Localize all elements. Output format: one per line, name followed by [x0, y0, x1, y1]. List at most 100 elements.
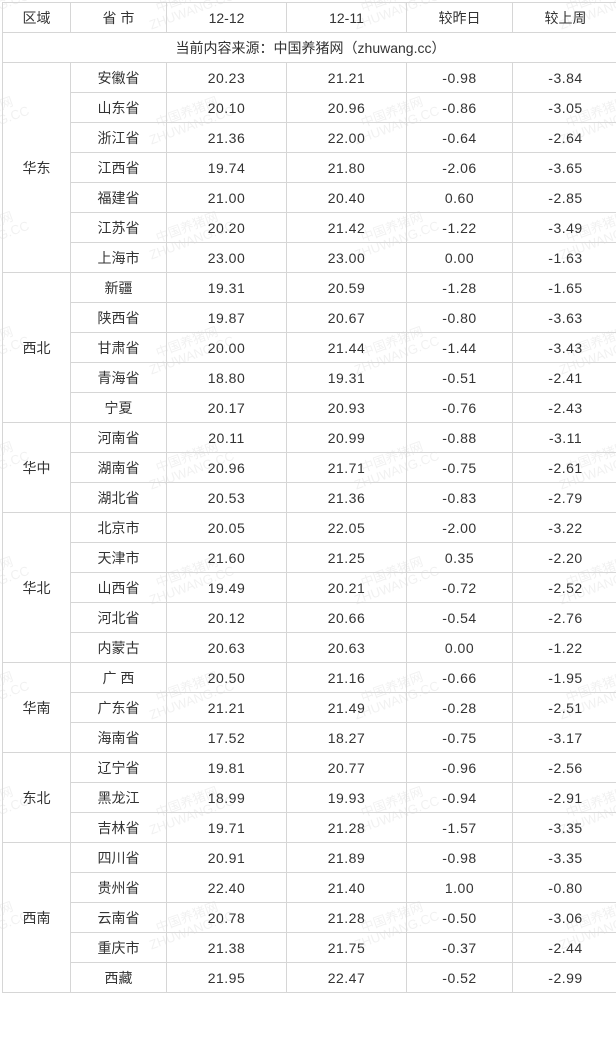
province-cell: 上海市 [71, 243, 167, 273]
value-d2-cell: 21.28 [287, 813, 407, 843]
delta-day-cell: -0.52 [407, 963, 513, 993]
delta-day-cell: -1.57 [407, 813, 513, 843]
value-d1-cell: 20.78 [167, 903, 287, 933]
value-d2-cell: 21.25 [287, 543, 407, 573]
delta-week-cell: -2.44 [513, 933, 616, 963]
col-header-vs-lastweek: 较上周 [513, 3, 616, 33]
value-d1-cell: 21.00 [167, 183, 287, 213]
value-d1-cell: 20.05 [167, 513, 287, 543]
delta-day-cell: 0.00 [407, 633, 513, 663]
value-d1-cell: 19.71 [167, 813, 287, 843]
value-d1-cell: 20.00 [167, 333, 287, 363]
value-d2-cell: 20.77 [287, 753, 407, 783]
province-cell: 海南省 [71, 723, 167, 753]
region-cell: 华南 [3, 663, 71, 753]
value-d1-cell: 20.91 [167, 843, 287, 873]
value-d1-cell: 20.10 [167, 93, 287, 123]
province-cell: 河南省 [71, 423, 167, 453]
source-row: 当前内容来源：中国养猪网（zhuwang.cc） [3, 33, 616, 63]
region-cell: 华中 [3, 423, 71, 513]
col-header-date1: 12-12 [167, 3, 287, 33]
delta-week-cell: -2.52 [513, 573, 616, 603]
table-row: 贵州省22.4021.401.00-0.80 [3, 873, 616, 903]
delta-day-cell: -0.72 [407, 573, 513, 603]
delta-day-cell: -0.88 [407, 423, 513, 453]
delta-day-cell: 1.00 [407, 873, 513, 903]
value-d2-cell: 19.31 [287, 363, 407, 393]
value-d2-cell: 18.27 [287, 723, 407, 753]
value-d2-cell: 20.59 [287, 273, 407, 303]
table-row: 西北新疆19.3120.59-1.28-1.65 [3, 273, 616, 303]
delta-day-cell: -0.37 [407, 933, 513, 963]
province-cell: 山东省 [71, 93, 167, 123]
table-row: 浙江省21.3622.00-0.64-2.64 [3, 123, 616, 153]
delta-week-cell: -2.51 [513, 693, 616, 723]
region-cell: 西南 [3, 843, 71, 993]
province-cell: 甘肃省 [71, 333, 167, 363]
delta-week-cell: -3.17 [513, 723, 616, 753]
delta-week-cell: -2.56 [513, 753, 616, 783]
value-d2-cell: 21.40 [287, 873, 407, 903]
province-cell: 河北省 [71, 603, 167, 633]
table-row: 福建省21.0020.400.60-2.85 [3, 183, 616, 213]
delta-week-cell: -3.35 [513, 843, 616, 873]
delta-week-cell: -1.65 [513, 273, 616, 303]
delta-day-cell: -0.64 [407, 123, 513, 153]
table-row: 吉林省19.7121.28-1.57-3.35 [3, 813, 616, 843]
value-d1-cell: 19.49 [167, 573, 287, 603]
value-d2-cell: 21.44 [287, 333, 407, 363]
value-d2-cell: 22.00 [287, 123, 407, 153]
value-d1-cell: 21.21 [167, 693, 287, 723]
table-row: 东北辽宁省19.8120.77-0.96-2.56 [3, 753, 616, 783]
table-row: 西南四川省20.9121.89-0.98-3.35 [3, 843, 616, 873]
province-cell: 重庆市 [71, 933, 167, 963]
delta-day-cell: -1.44 [407, 333, 513, 363]
value-d1-cell: 20.96 [167, 453, 287, 483]
delta-week-cell: -3.84 [513, 63, 616, 93]
province-cell: 北京市 [71, 513, 167, 543]
delta-week-cell: -0.80 [513, 873, 616, 903]
value-d2-cell: 21.89 [287, 843, 407, 873]
table-row: 陕西省19.8720.67-0.80-3.63 [3, 303, 616, 333]
table-row: 华中河南省20.1120.99-0.88-3.11 [3, 423, 616, 453]
province-cell: 山西省 [71, 573, 167, 603]
table-row: 湖南省20.9621.71-0.75-2.61 [3, 453, 616, 483]
value-d1-cell: 20.20 [167, 213, 287, 243]
delta-day-cell: -0.96 [407, 753, 513, 783]
province-cell: 吉林省 [71, 813, 167, 843]
delta-week-cell: -3.06 [513, 903, 616, 933]
value-d2-cell: 20.66 [287, 603, 407, 633]
province-cell: 黑龙江 [71, 783, 167, 813]
delta-day-cell: -0.83 [407, 483, 513, 513]
delta-day-cell: -0.50 [407, 903, 513, 933]
delta-day-cell: -0.28 [407, 693, 513, 723]
value-d1-cell: 20.12 [167, 603, 287, 633]
value-d2-cell: 21.80 [287, 153, 407, 183]
table-row: 河北省20.1220.66-0.54-2.76 [3, 603, 616, 633]
value-d2-cell: 22.05 [287, 513, 407, 543]
table-row: 上海市23.0023.000.00-1.63 [3, 243, 616, 273]
delta-day-cell: -2.00 [407, 513, 513, 543]
table-row: 华东安徽省20.2321.21-0.98-3.84 [3, 63, 616, 93]
value-d2-cell: 21.36 [287, 483, 407, 513]
delta-week-cell: -2.43 [513, 393, 616, 423]
table-row: 黑龙江18.9919.93-0.94-2.91 [3, 783, 616, 813]
delta-week-cell: -2.61 [513, 453, 616, 483]
delta-week-cell: -2.41 [513, 363, 616, 393]
delta-week-cell: -2.64 [513, 123, 616, 153]
region-cell: 华北 [3, 513, 71, 663]
value-d2-cell: 21.42 [287, 213, 407, 243]
value-d1-cell: 20.50 [167, 663, 287, 693]
value-d1-cell: 18.99 [167, 783, 287, 813]
value-d1-cell: 17.52 [167, 723, 287, 753]
value-d2-cell: 20.99 [287, 423, 407, 453]
table-row: 山东省20.1020.96-0.86-3.05 [3, 93, 616, 123]
table-row: 云南省20.7821.28-0.50-3.06 [3, 903, 616, 933]
delta-day-cell: -0.51 [407, 363, 513, 393]
delta-day-cell: 0.60 [407, 183, 513, 213]
source-text: 当前内容来源：中国养猪网（zhuwang.cc） [3, 33, 616, 63]
value-d2-cell: 21.16 [287, 663, 407, 693]
delta-week-cell: -1.63 [513, 243, 616, 273]
table-row: 广东省21.2121.49-0.28-2.51 [3, 693, 616, 723]
province-cell: 宁夏 [71, 393, 167, 423]
